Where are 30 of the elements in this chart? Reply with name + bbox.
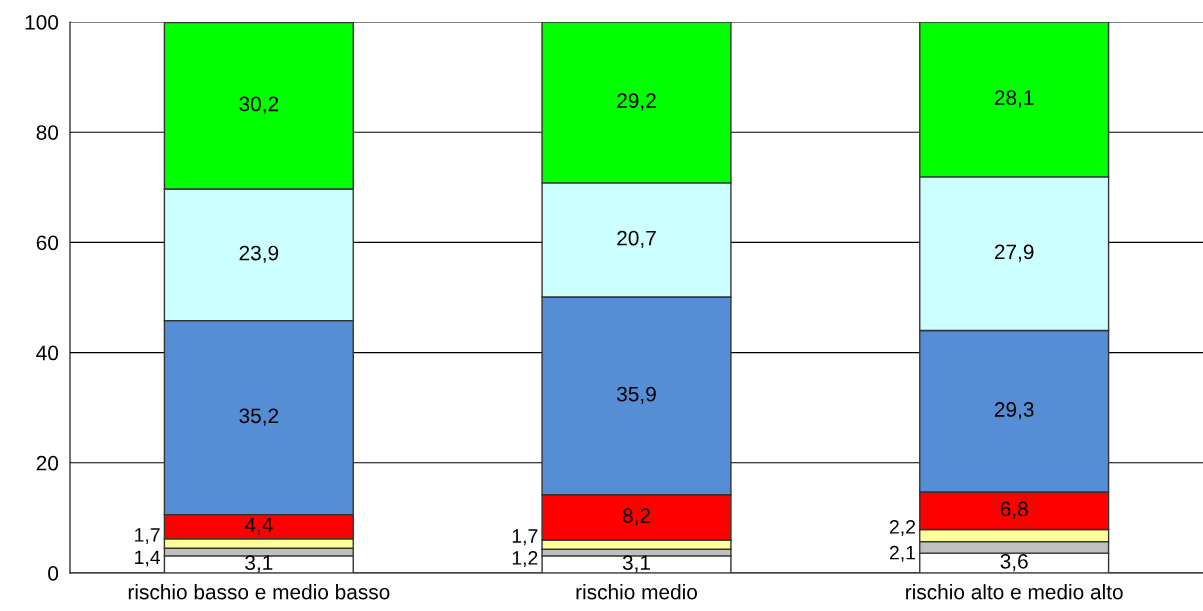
y-tick-label: 0: [48, 566, 59, 581]
y-tick-label: 80: [36, 125, 59, 140]
y-tick-label: 40: [36, 345, 59, 361]
data-label: 1,4: [135, 550, 161, 567]
data-label: 3,1: [245, 555, 273, 573]
y-tick-label: 60: [36, 235, 59, 251]
x-tick-label: rischio alto e medio alto: [906, 584, 1123, 600]
data-label: 2,2: [889, 520, 915, 537]
data-label: 29,2: [617, 93, 656, 111]
data-label: 2,1: [889, 545, 916, 562]
data-label: 29,3: [994, 402, 1034, 420]
data-label: 1,7: [512, 529, 538, 546]
x-tick-label: rischio medio: [576, 584, 697, 600]
data-label: 6,8: [1000, 501, 1028, 519]
data-label: 4,4: [244, 517, 273, 535]
data-label: 28,1: [994, 90, 1034, 108]
data-label: 35,2: [239, 408, 279, 426]
data-label: 23,9: [239, 245, 279, 263]
data-label: 35,9: [617, 386, 656, 404]
x-tick-label: rischio basso e medio basso: [128, 584, 390, 600]
data-label: 20,7: [617, 230, 656, 248]
y-tick-label: 100: [25, 15, 59, 30]
data-label: 3,6: [1000, 553, 1028, 572]
data-label: 8,2: [622, 508, 650, 526]
data-label: 1,2: [512, 551, 538, 568]
data-label: 1,7: [135, 528, 160, 545]
data-label: 30,2: [239, 96, 279, 114]
data-label: 27,9: [994, 244, 1034, 262]
data-label: 3,1: [622, 555, 650, 573]
y-tick-label: 20: [36, 455, 59, 471]
